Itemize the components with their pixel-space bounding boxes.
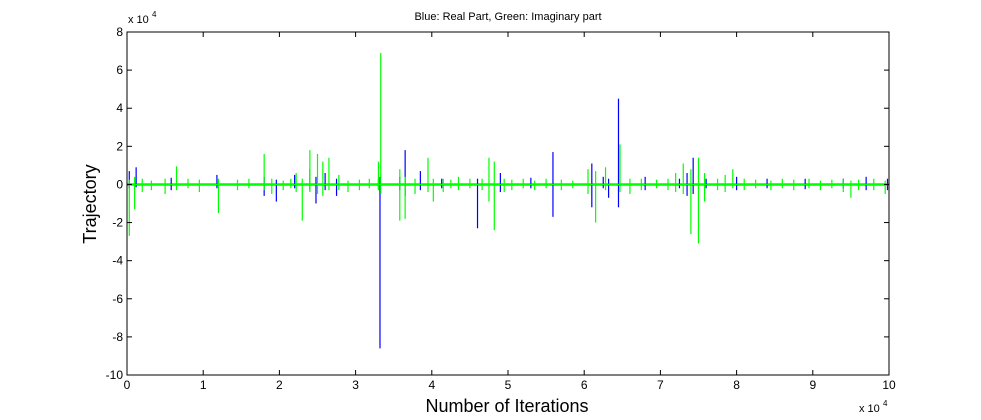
series-imaginary-part	[127, 52, 889, 244]
x-tick-label: 10	[882, 378, 896, 392]
x-tick-label: 8	[733, 378, 740, 392]
y-tick-label: -10	[106, 368, 124, 382]
chart-title: Blue: Real Part, Green: Imaginary part	[414, 11, 601, 23]
y-tick-label: -4	[112, 254, 123, 268]
x-tick-label: 1	[200, 378, 207, 392]
ticks-layer: 0 1 2 3 4 5 6 7 8 9 10 -10 -8 -6 -4 -2 0 2 4 6 8	[106, 25, 896, 392]
x-exponent-power: 4	[883, 399, 888, 408]
x-axis-label: Number of Iterations	[425, 396, 588, 416]
x-exponent-label: x 10	[859, 403, 880, 415]
y-tick-label: 2	[116, 139, 123, 153]
x-tick-label: 4	[428, 378, 435, 392]
x-tick-label: 2	[276, 378, 283, 392]
y-axis-label: Trajectory	[80, 164, 100, 243]
x-tick-label: 7	[657, 378, 664, 392]
y-tick-label: 8	[116, 25, 123, 39]
y-tick-label: -8	[112, 330, 123, 344]
x-tick-label: 3	[352, 378, 359, 392]
y-tick-label: -2	[112, 216, 123, 230]
y-exponent-power: 4	[152, 10, 157, 19]
x-tick-label: 5	[505, 378, 512, 392]
y-tick-label: 4	[116, 101, 123, 115]
y-tick-label: 0	[116, 177, 123, 191]
x-tick-label: 0	[124, 378, 131, 392]
x-tick-label: 9	[809, 378, 816, 392]
y-exponent-label: x 10	[128, 14, 149, 26]
series-layer	[127, 52, 889, 349]
y-tick-label: -6	[112, 292, 123, 306]
x-tick-label: 6	[581, 378, 588, 392]
y-tick-label: 6	[116, 63, 123, 77]
plot-area	[127, 32, 889, 375]
